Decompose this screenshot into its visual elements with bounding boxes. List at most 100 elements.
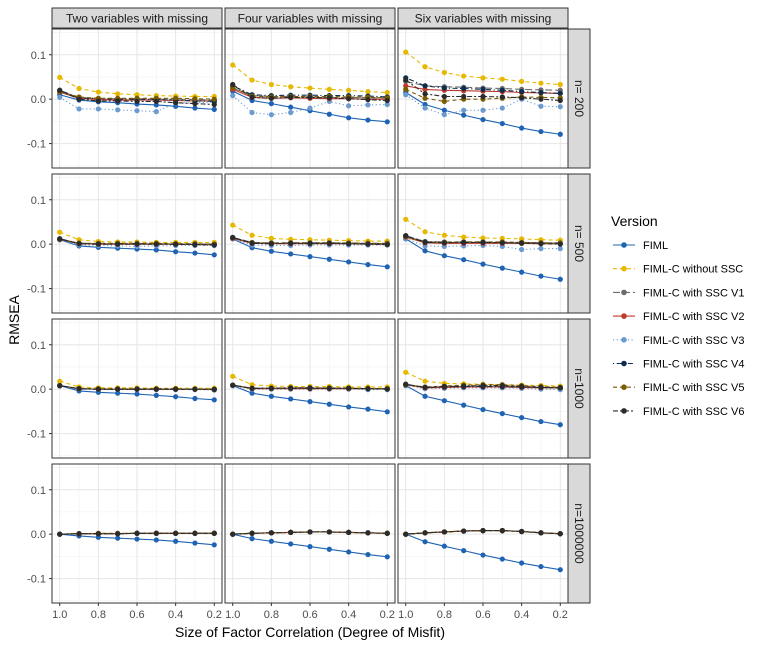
data-point xyxy=(384,119,390,125)
legend-label: FIML-C with SSC V1 xyxy=(643,287,744,299)
data-point xyxy=(211,101,217,108)
data-point xyxy=(153,98,159,104)
data-point xyxy=(346,87,352,93)
data-point xyxy=(173,95,179,101)
data-point xyxy=(153,530,159,536)
row-strip: n=1000 xyxy=(567,318,591,459)
series-line-fiml-c-with-ssc-v3 xyxy=(232,95,388,116)
data-point xyxy=(461,73,467,79)
data-point xyxy=(422,91,428,97)
data-point xyxy=(192,96,198,102)
data-point xyxy=(519,383,525,390)
data-point xyxy=(557,246,563,252)
data-point xyxy=(326,240,332,246)
data-point xyxy=(57,531,63,537)
data-point xyxy=(57,378,63,384)
legend-title: Version xyxy=(611,213,658,229)
data-point xyxy=(519,78,525,84)
y-tick-label: 0.0 xyxy=(31,239,46,251)
data-point xyxy=(538,80,544,86)
x-tick-label: 0.6 xyxy=(302,609,317,621)
data-point xyxy=(557,90,563,96)
x-tick-label: 0.2 xyxy=(553,609,568,621)
data-point xyxy=(519,246,525,253)
data-point xyxy=(441,69,447,76)
x-tick-label: 1.0 xyxy=(398,609,413,621)
legend-key-point xyxy=(621,242,627,248)
legend-item: FIML xyxy=(613,240,668,252)
data-point xyxy=(95,98,101,104)
data-point xyxy=(307,85,313,91)
data-point xyxy=(480,239,486,245)
row-strip-label: n= 500 xyxy=(572,225,586,262)
data-point xyxy=(461,528,467,534)
data-point xyxy=(95,531,101,537)
data-point xyxy=(384,97,390,104)
legend-item: FIML-C with SSC V3 xyxy=(613,335,744,347)
data-point xyxy=(499,240,505,246)
data-point xyxy=(115,241,121,247)
data-point xyxy=(441,232,447,238)
x-tick-label: 0.8 xyxy=(437,609,452,621)
data-point xyxy=(461,107,467,113)
data-point xyxy=(499,556,505,562)
data-point xyxy=(249,240,255,246)
data-point xyxy=(499,87,505,93)
legend-item: FIML-C with SSC V2 xyxy=(613,311,744,323)
data-point xyxy=(346,259,352,265)
data-point xyxy=(95,386,101,392)
y-axis-title: RMSEA xyxy=(6,294,22,344)
data-point xyxy=(365,117,371,123)
data-point xyxy=(480,383,486,389)
data-point xyxy=(346,103,352,109)
data-point xyxy=(441,529,447,535)
x-tick-label: 0.4 xyxy=(168,609,183,621)
data-point xyxy=(268,385,274,391)
data-point xyxy=(307,105,313,111)
data-point xyxy=(441,112,447,118)
legend-label: FIML-C with SSC V3 xyxy=(643,335,744,347)
y-tick-label: 0.1 xyxy=(31,485,46,497)
data-point xyxy=(461,93,467,100)
data-point xyxy=(134,241,140,247)
data-point xyxy=(57,383,63,389)
data-point xyxy=(461,402,467,408)
data-point xyxy=(365,530,371,536)
data-point xyxy=(538,273,544,279)
data-point xyxy=(211,242,217,248)
data-point xyxy=(95,89,101,95)
data-point xyxy=(441,383,447,390)
legend-item: FIML-C without SSC xyxy=(613,264,743,276)
x-tick-label: 0.8 xyxy=(91,609,106,621)
column-strip: Two variables with missing xyxy=(51,7,223,29)
data-point xyxy=(288,240,294,246)
data-point xyxy=(173,249,179,255)
data-point xyxy=(538,241,544,247)
y-tick-label: -0.1 xyxy=(27,429,46,441)
data-point xyxy=(115,98,121,104)
data-point xyxy=(192,386,198,392)
data-point xyxy=(115,91,121,97)
y-tick-label: 0.0 xyxy=(31,94,46,106)
data-point xyxy=(268,101,274,107)
y-tick-label: -0.1 xyxy=(27,284,46,296)
data-point xyxy=(384,101,390,108)
data-point xyxy=(499,120,505,127)
data-point xyxy=(268,248,274,254)
data-point xyxy=(173,100,179,106)
data-point xyxy=(422,384,428,390)
data-point xyxy=(441,253,447,259)
data-point xyxy=(365,261,371,268)
column-strip-label: Six variables with missing xyxy=(415,12,552,26)
data-point xyxy=(211,252,217,258)
data-point xyxy=(384,554,390,560)
panel-series-r1-c2 xyxy=(403,216,563,282)
data-point xyxy=(422,393,428,399)
series-line-fiml-c-with-ssc-v3 xyxy=(59,96,215,113)
series-line-fiml-c-without-ssc xyxy=(232,64,388,94)
data-point xyxy=(365,97,371,103)
data-point xyxy=(480,93,486,100)
data-point xyxy=(57,94,63,100)
data-point xyxy=(192,250,198,256)
data-point xyxy=(441,398,447,404)
